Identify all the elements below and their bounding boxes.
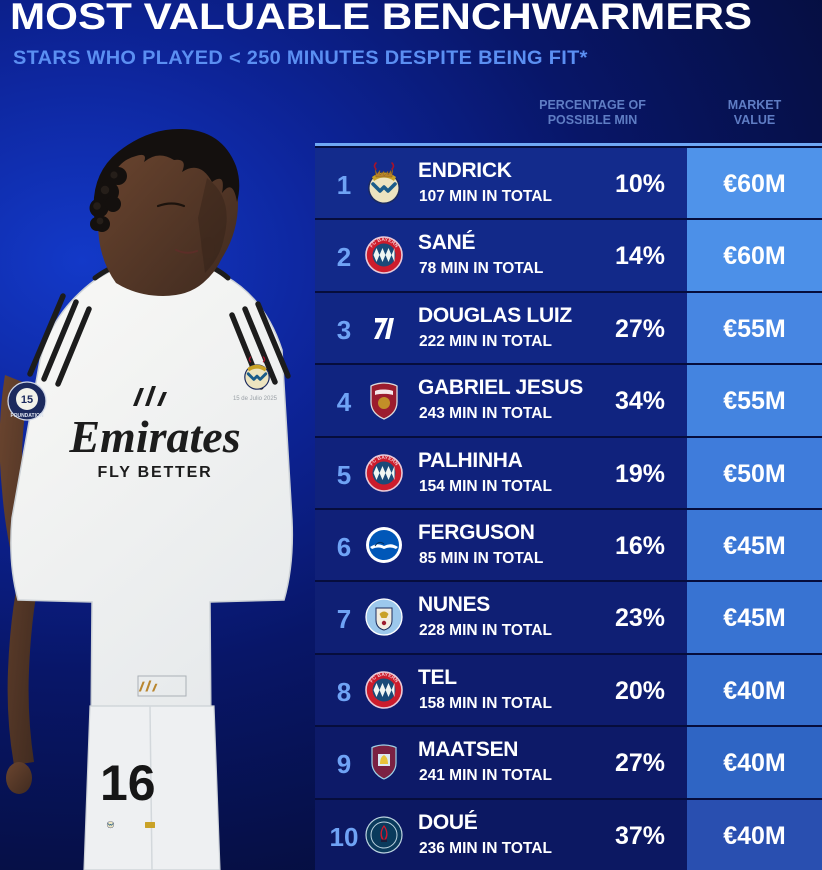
svg-text:FOUNDATION: FOUNDATION — [11, 413, 44, 419]
svg-text:FLY BETTER: FLY BETTER — [98, 464, 213, 481]
svg-text:15 de Julio 2025: 15 de Julio 2025 — [233, 396, 278, 402]
svg-text:15: 15 — [21, 394, 33, 406]
svg-text:16: 16 — [100, 755, 156, 811]
svg-text:Emirates: Emirates — [68, 411, 240, 462]
